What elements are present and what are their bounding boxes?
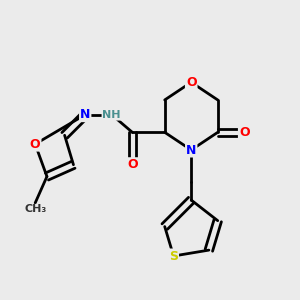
Text: O: O — [239, 126, 250, 139]
Text: CH₃: CH₃ — [24, 205, 46, 214]
Text: O: O — [127, 158, 138, 171]
Text: NH: NH — [103, 110, 121, 120]
Text: O: O — [186, 76, 196, 89]
Text: N: N — [186, 143, 196, 157]
Text: S: S — [169, 250, 178, 262]
Text: O: O — [30, 138, 40, 151]
Text: N: N — [80, 108, 90, 121]
